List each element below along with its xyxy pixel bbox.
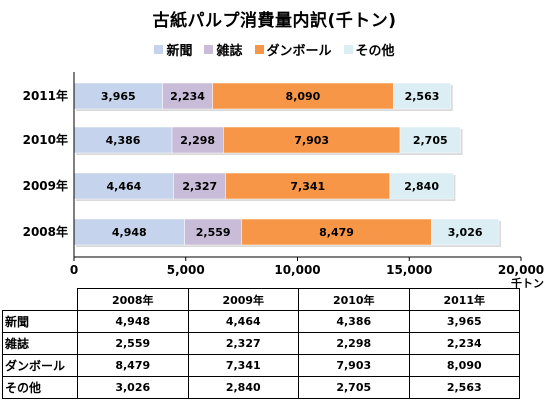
table-row-label: その他 bbox=[2, 376, 78, 399]
table-cell: 7,341 bbox=[187, 354, 299, 377]
legend-item: その他 bbox=[343, 40, 395, 59]
legend-swatch bbox=[254, 45, 264, 54]
x-tick-label: 15,000 bbox=[386, 263, 432, 277]
data-label: 3,026 bbox=[448, 226, 483, 239]
x-tick-label: 0 bbox=[70, 263, 78, 277]
table-row: その他 3,026 2,840 2,705 2,563 bbox=[2, 376, 520, 399]
table-cell: 4,464 bbox=[187, 310, 299, 333]
legend-item: 雑誌 bbox=[204, 40, 243, 59]
legend-item: 新聞 bbox=[154, 40, 192, 59]
bar-segment bbox=[73, 82, 163, 110]
chart-plot: 3,965 2,234 8,090 2,563 2011年 4,386 2,298 7,903… bbox=[23, 72, 544, 290]
bar-segment bbox=[184, 218, 243, 246]
table-corner bbox=[2, 288, 78, 311]
data-label: 2,234 bbox=[170, 90, 205, 103]
table-header-2009: 2009年 bbox=[187, 288, 299, 311]
category-label: 2009年 bbox=[23, 178, 68, 193]
bar-segment bbox=[162, 82, 213, 110]
table-cell: 8,479 bbox=[77, 354, 189, 377]
table-cell: 7,903 bbox=[298, 354, 410, 377]
table-cell: 2,327 bbox=[187, 332, 299, 355]
category-label: 2010年 bbox=[23, 132, 68, 147]
table-row-label: 新聞 bbox=[2, 310, 78, 333]
table-cell: 4,948 bbox=[77, 310, 189, 333]
chart-title: 古紙パルプ消費量内訳(千トン) bbox=[152, 11, 397, 31]
data-label: 2,563 bbox=[405, 90, 440, 103]
legend-label: 雑誌 bbox=[216, 44, 243, 59]
table-cell: 2,840 bbox=[187, 376, 299, 399]
legend-swatch bbox=[343, 45, 353, 54]
x-tick-label: 20,000 bbox=[498, 263, 544, 277]
bar-segment bbox=[212, 82, 394, 110]
table-cell: 4,386 bbox=[298, 310, 410, 333]
bar-segment bbox=[393, 82, 451, 110]
x-tick-label: 5,000 bbox=[167, 263, 205, 277]
data-label: 2,298 bbox=[180, 134, 215, 147]
x-tick-label: 10,000 bbox=[274, 263, 320, 277]
x-unit-label: 千トン bbox=[511, 276, 544, 290]
table-cell: 2,298 bbox=[298, 332, 410, 355]
legend-label: その他 bbox=[355, 44, 395, 59]
category-label: 2011年 bbox=[23, 88, 68, 103]
table-cell: 2,563 bbox=[408, 376, 520, 399]
table-row-label: ダンボール bbox=[2, 354, 78, 377]
data-label: 2,705 bbox=[413, 134, 448, 147]
bar-segment bbox=[389, 172, 454, 200]
table-row: ダンボール 8,479 7,341 7,903 8,090 bbox=[2, 354, 520, 377]
bar-segment bbox=[225, 172, 391, 200]
legend-swatch bbox=[154, 45, 164, 54]
table-cell: 2,705 bbox=[298, 376, 410, 399]
data-label: 2,327 bbox=[182, 180, 217, 193]
legend-label: ダンボール bbox=[266, 44, 332, 59]
data-table: 2008年 2009年 2010年 2011年 新聞 4,948 4,464 4… bbox=[2, 288, 520, 399]
table-header-row: 2008年 2009年 2010年 2011年 bbox=[2, 288, 520, 311]
category-label: 2008年 bbox=[23, 224, 68, 239]
data-label: 4,948 bbox=[112, 226, 147, 239]
data-label: 8,479 bbox=[319, 226, 354, 239]
legend: 新聞 雑誌 ダンボール その他 bbox=[0, 40, 549, 59]
data-label: 3,965 bbox=[101, 90, 136, 103]
bar-segment bbox=[431, 218, 500, 246]
bar-segment bbox=[223, 126, 401, 154]
data-label: 7,903 bbox=[294, 134, 329, 147]
legend-item: ダンボール bbox=[254, 40, 332, 59]
data-label: 2,559 bbox=[196, 226, 231, 239]
table-cell: 3,026 bbox=[77, 376, 189, 399]
table-cell: 2,234 bbox=[408, 332, 520, 355]
table-row-label: 雑誌 bbox=[2, 332, 78, 355]
data-label: 4,386 bbox=[106, 134, 141, 147]
bar-segment bbox=[173, 172, 227, 200]
table-header-2011: 2011年 bbox=[408, 288, 520, 311]
table-header-2008: 2008年 bbox=[77, 288, 189, 311]
table-cell: 3,965 bbox=[408, 310, 520, 333]
table-header-2010: 2010年 bbox=[298, 288, 410, 311]
table-row: 雑誌 2,559 2,327 2,298 2,234 bbox=[2, 332, 520, 355]
bar-segment bbox=[399, 126, 461, 154]
legend-label: 新聞 bbox=[166, 44, 193, 59]
data-label: 4,464 bbox=[106, 180, 141, 193]
data-label: 8,090 bbox=[286, 90, 321, 103]
legend-swatch bbox=[204, 45, 214, 54]
bar-segment bbox=[73, 172, 175, 200]
table-cell: 8,090 bbox=[408, 354, 520, 377]
data-label: 2,840 bbox=[404, 180, 439, 193]
bar-segment bbox=[241, 218, 432, 246]
table-row: 新聞 4,948 4,464 4,386 3,965 bbox=[2, 310, 520, 333]
table-cell: 2,559 bbox=[77, 332, 189, 355]
data-label: 7,341 bbox=[290, 180, 325, 193]
